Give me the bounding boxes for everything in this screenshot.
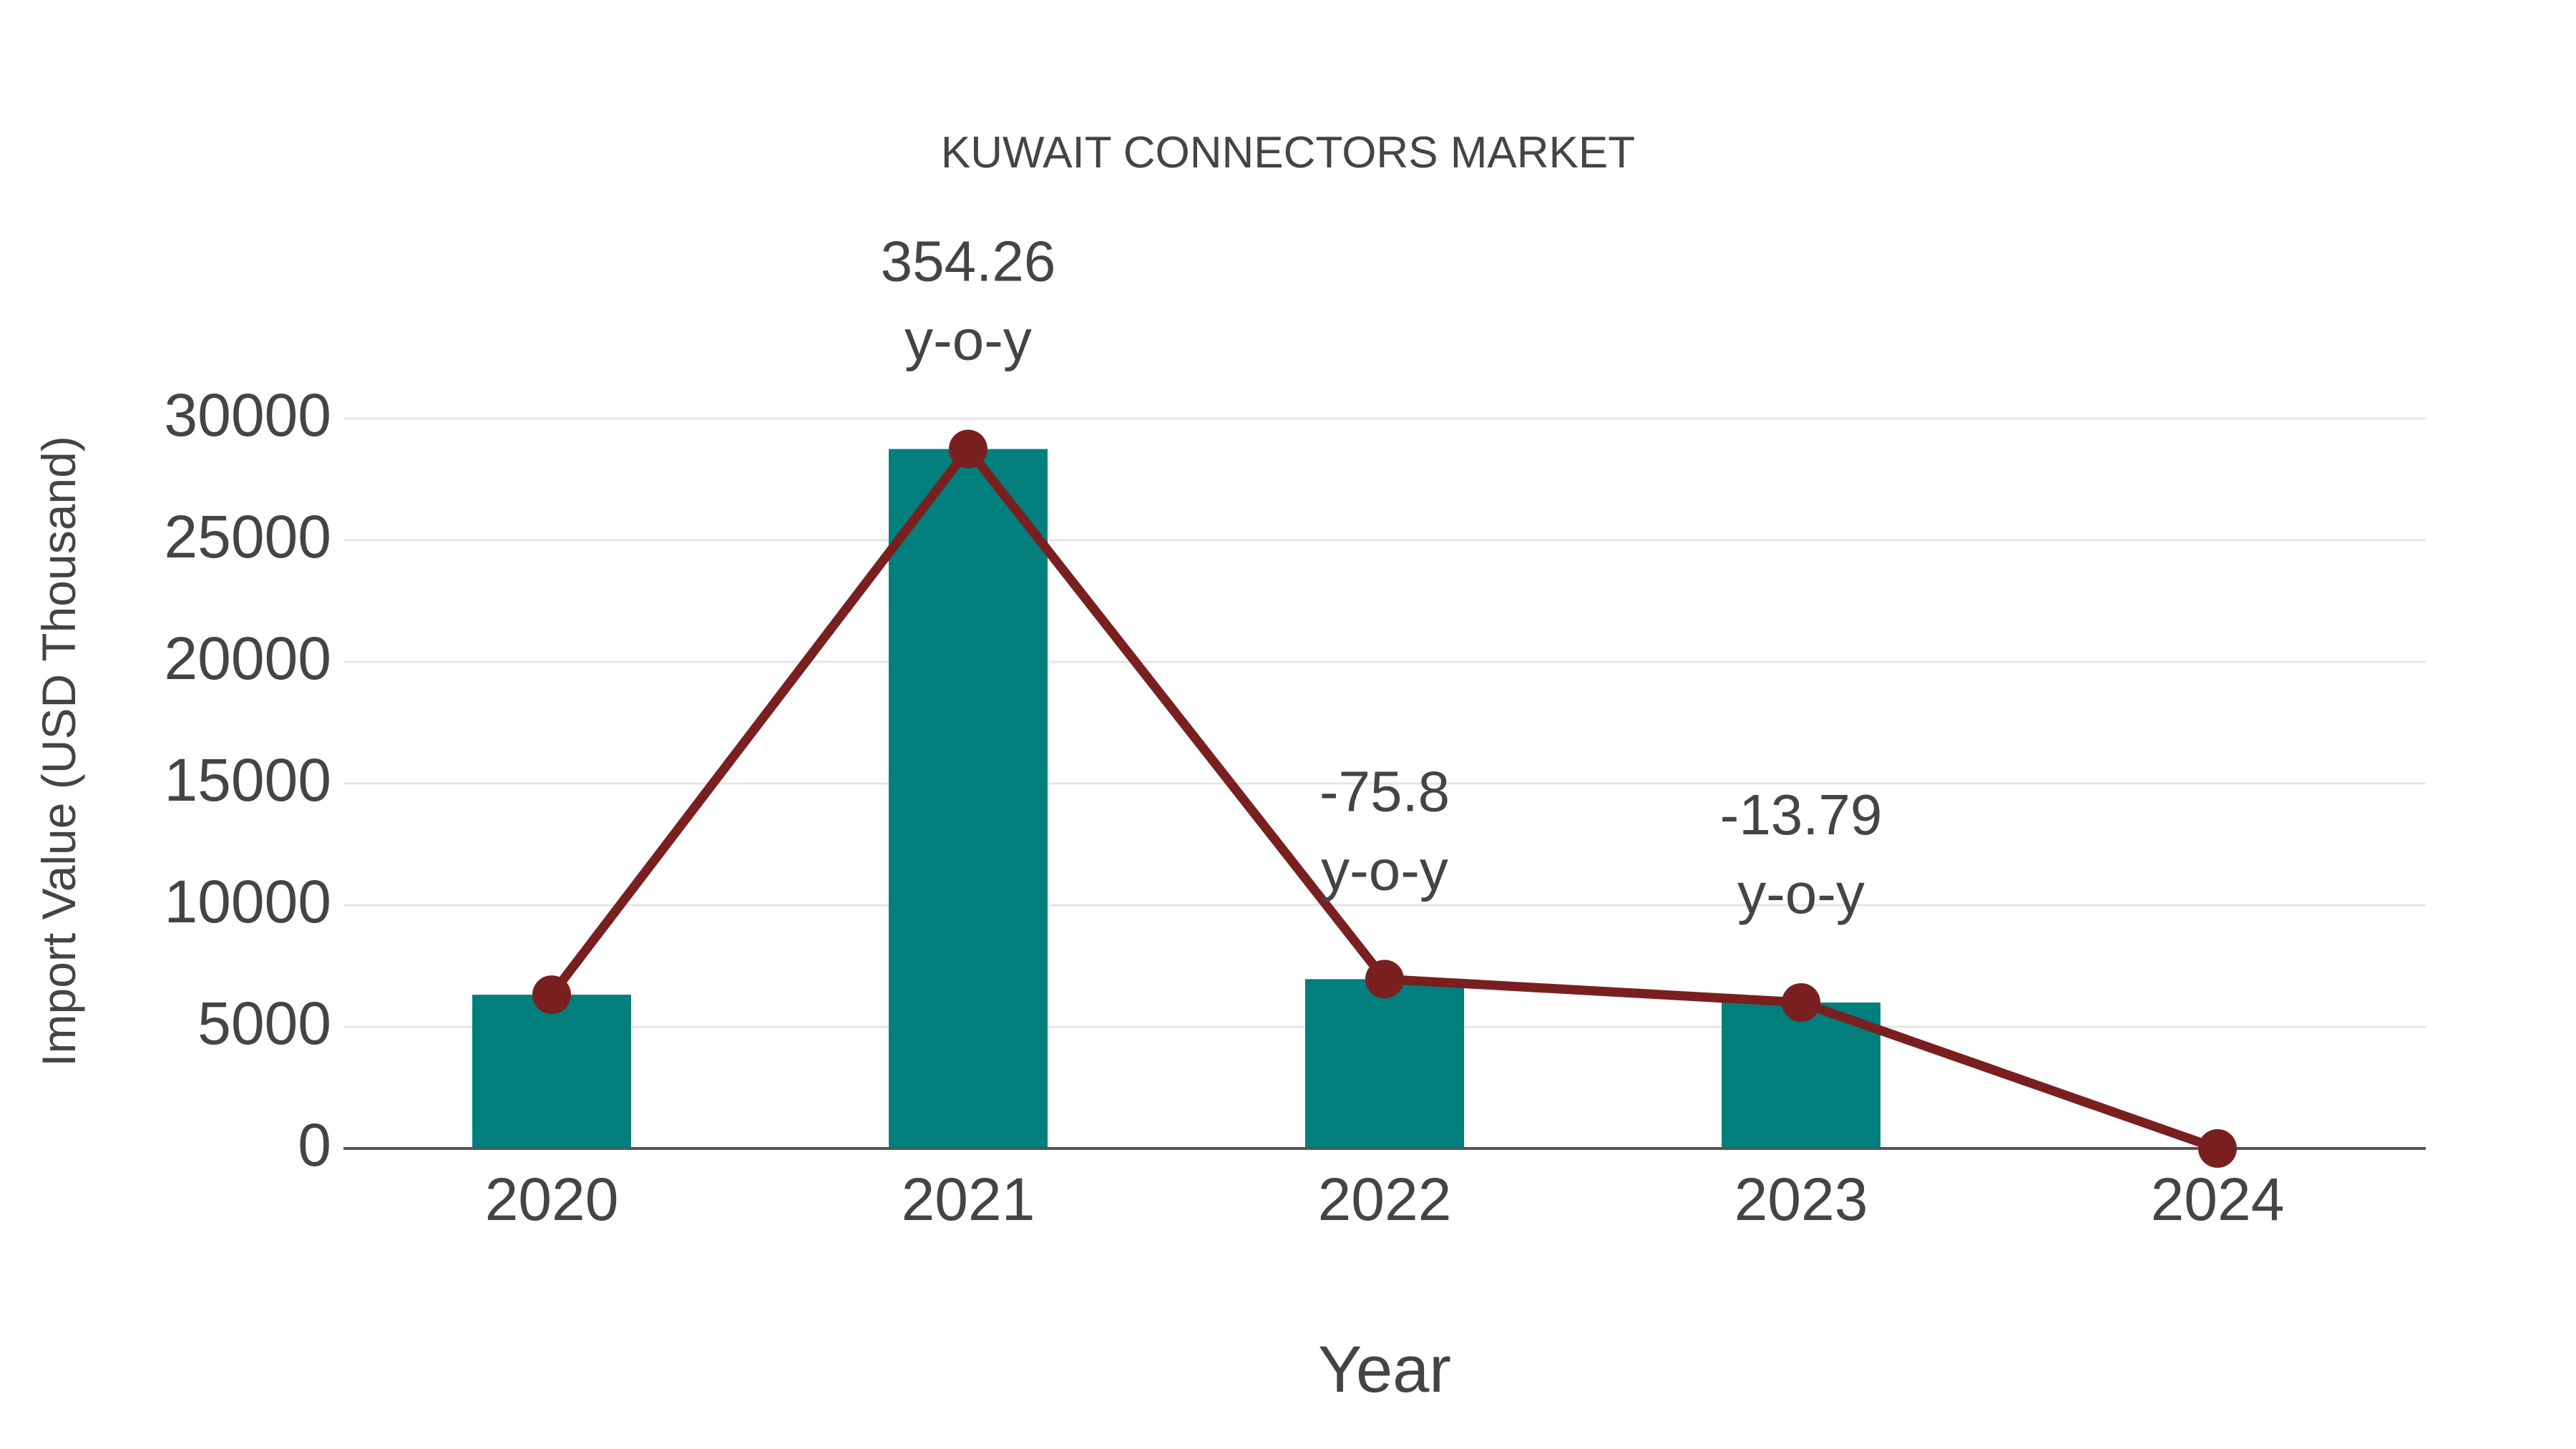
yoy-value: -13.79	[1720, 783, 1883, 847]
yoy-value: 354.26	[881, 230, 1056, 293]
chart-title: KUWAIT CONNECTORS MARKET	[940, 128, 1636, 177]
gridlines	[343, 417, 2426, 1028]
x-tick-label: 2022	[1318, 1166, 1452, 1233]
x-axis-ticks: 2020 2021 2022 2023 2024	[485, 1166, 2285, 1233]
bar[interactable]	[1305, 979, 1464, 1148]
y-tick-label: 30000	[164, 381, 331, 449]
y-tick-label: 20000	[164, 625, 331, 692]
bar[interactable]	[1722, 1002, 1880, 1148]
x-tick-label: 2020	[485, 1166, 619, 1233]
x-tick-label: 2024	[2151, 1166, 2285, 1233]
y-axis-ticks: 0 5000 10000 15000 20000 25000 30000	[164, 381, 331, 1179]
y-tick-label: 25000	[164, 503, 331, 570]
y-tick-label: 10000	[164, 868, 331, 935]
yoy-annotations: 354.26 y-o-y -75.8 y-o-y -13.79 y-o-y	[881, 230, 1883, 926]
yoy-label: y-o-y	[1321, 838, 1448, 902]
yoy-label: y-o-y	[904, 308, 1032, 372]
bar-series	[472, 449, 1880, 1149]
y-tick-label: 5000	[197, 990, 331, 1057]
bar[interactable]	[889, 449, 1048, 1149]
line-marker[interactable]	[949, 429, 987, 469]
line-series	[532, 429, 2237, 1168]
bar[interactable]	[472, 995, 631, 1148]
line-marker[interactable]	[1782, 983, 1820, 1022]
x-tick-label: 2021	[902, 1166, 1035, 1233]
line-marker[interactable]	[532, 975, 571, 1015]
y-tick-label: 0	[298, 1111, 331, 1179]
yoy-value: -75.8	[1319, 759, 1450, 823]
yoy-label: y-o-y	[1737, 862, 1865, 925]
y-tick-label: 15000	[164, 746, 331, 814]
line-marker[interactable]	[1365, 960, 1404, 999]
x-axis-label: Year	[1318, 1333, 1451, 1406]
line-marker[interactable]	[2198, 1129, 2237, 1168]
x-tick-label: 2023	[1735, 1166, 1868, 1233]
